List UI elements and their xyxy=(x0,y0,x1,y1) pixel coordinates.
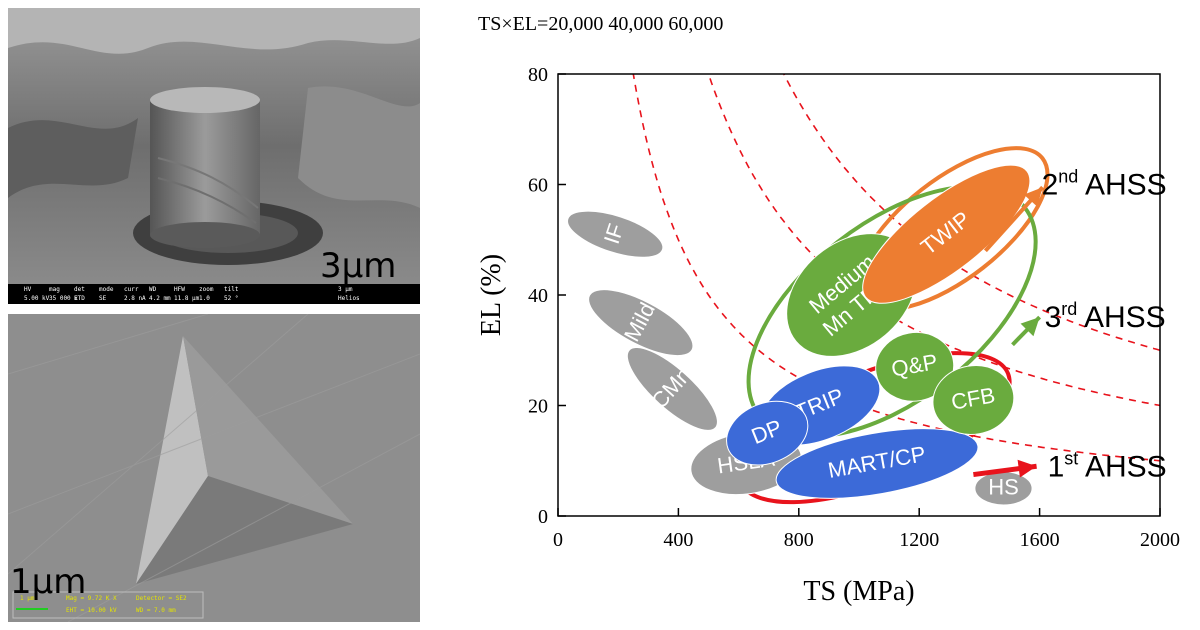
sem-micrograph-indent: 1μm 1 μm Mag = 9.72 K X Detector = SE2 E… xyxy=(8,314,420,622)
steel-region xyxy=(932,365,1015,435)
y-tick-label: 60 xyxy=(528,175,548,197)
steel-region xyxy=(588,289,694,357)
scale-bar-label: 1 μm xyxy=(20,595,35,602)
steel-region-label: HS xyxy=(988,474,1019,499)
wd-label: WD = 7.0 mm xyxy=(136,607,176,614)
group-arrow-head xyxy=(1020,317,1040,337)
iso-curve xyxy=(632,74,1160,462)
y-tick-label: 80 xyxy=(528,64,548,86)
info-bar-header: HFW xyxy=(174,286,185,293)
info-bar: HV 5.00 kV mag 35 000 x det ETD mode SE curr 2.8 … xyxy=(8,284,420,304)
indent-illustration xyxy=(8,314,420,622)
x-tick-label: 0 xyxy=(553,529,563,551)
group-arrow-head xyxy=(1017,459,1037,478)
info-bar-value: 35 000 x xyxy=(49,295,78,302)
scale-label: 1μm xyxy=(10,562,87,602)
x-tick-label: 1200 xyxy=(899,529,939,551)
y-tick-label: 20 xyxy=(528,396,548,418)
steel-region xyxy=(775,428,979,499)
group-arrow-head xyxy=(1023,187,1043,207)
ts-el-chart: TS×EL=20,000 40,000 60,000 IFMildCMnHSLA… xyxy=(476,13,1180,607)
info-bar-header: zoom xyxy=(199,286,214,293)
info-bar-header: det xyxy=(74,286,85,293)
chart-header: TS×EL=20,000 40,000 60,000 xyxy=(478,13,723,35)
ahss-group-label: 3rd AHSS xyxy=(1045,299,1166,334)
info-bar-header: tilt xyxy=(224,286,239,293)
info-bar-header: mode xyxy=(99,286,114,293)
steel-region xyxy=(626,346,718,431)
detector-label: Detector = SE2 xyxy=(136,595,187,602)
steel-region xyxy=(567,210,664,258)
micropillar-illustration xyxy=(8,8,420,304)
steel-region xyxy=(862,164,1031,304)
steel-region xyxy=(726,400,809,466)
y-tick-label: 40 xyxy=(528,285,548,307)
y-axis-label: EL (%) xyxy=(476,254,507,336)
ahss-group-label: 2nd AHSS xyxy=(1042,167,1167,202)
info-bar-value: SE xyxy=(99,295,107,302)
ahss-group-label: 1st AHSS xyxy=(1048,448,1167,483)
eht-label: EHT = 10.00 kV xyxy=(66,607,117,614)
info-bar-value: 11.8 μm xyxy=(174,295,200,302)
info-bar-value: 4.2 mm xyxy=(149,295,171,302)
x-tick-label: 800 xyxy=(784,529,814,551)
x-axis-label: TS (MPa) xyxy=(803,576,914,607)
sem-micrograph-micropillar: 3μm HV 5.00 kV mag 35 000 x det ETD mode SE curr… xyxy=(8,8,420,304)
steel-region xyxy=(875,331,955,402)
info-bar-value: ETD xyxy=(74,295,85,302)
mag-label: Mag = 9.72 K X xyxy=(66,595,117,602)
info-bar-value: 2.8 nA xyxy=(124,295,146,302)
info-bar-header: mag xyxy=(49,286,60,293)
scale-label: 3μm xyxy=(320,246,397,286)
x-tick-label: 2000 xyxy=(1140,529,1180,551)
y-tick-label: 0 xyxy=(538,506,548,528)
info-bar-header: WD xyxy=(149,286,157,293)
iso-curve xyxy=(782,74,1160,352)
info-bar-scale-label: 3 μm xyxy=(338,286,353,293)
x-tick-label: 1600 xyxy=(1020,529,1060,551)
info-bar-value: 5.00 kV xyxy=(24,295,50,302)
x-tick-label: 400 xyxy=(663,529,693,551)
info-bar-header: HV xyxy=(24,286,32,293)
info-bar-value: 52 ° xyxy=(224,295,239,302)
info-bar-header: curr xyxy=(124,286,139,293)
info-bar-value: 1.0 xyxy=(199,295,210,302)
info-bar-brand: Helios xyxy=(338,295,360,302)
